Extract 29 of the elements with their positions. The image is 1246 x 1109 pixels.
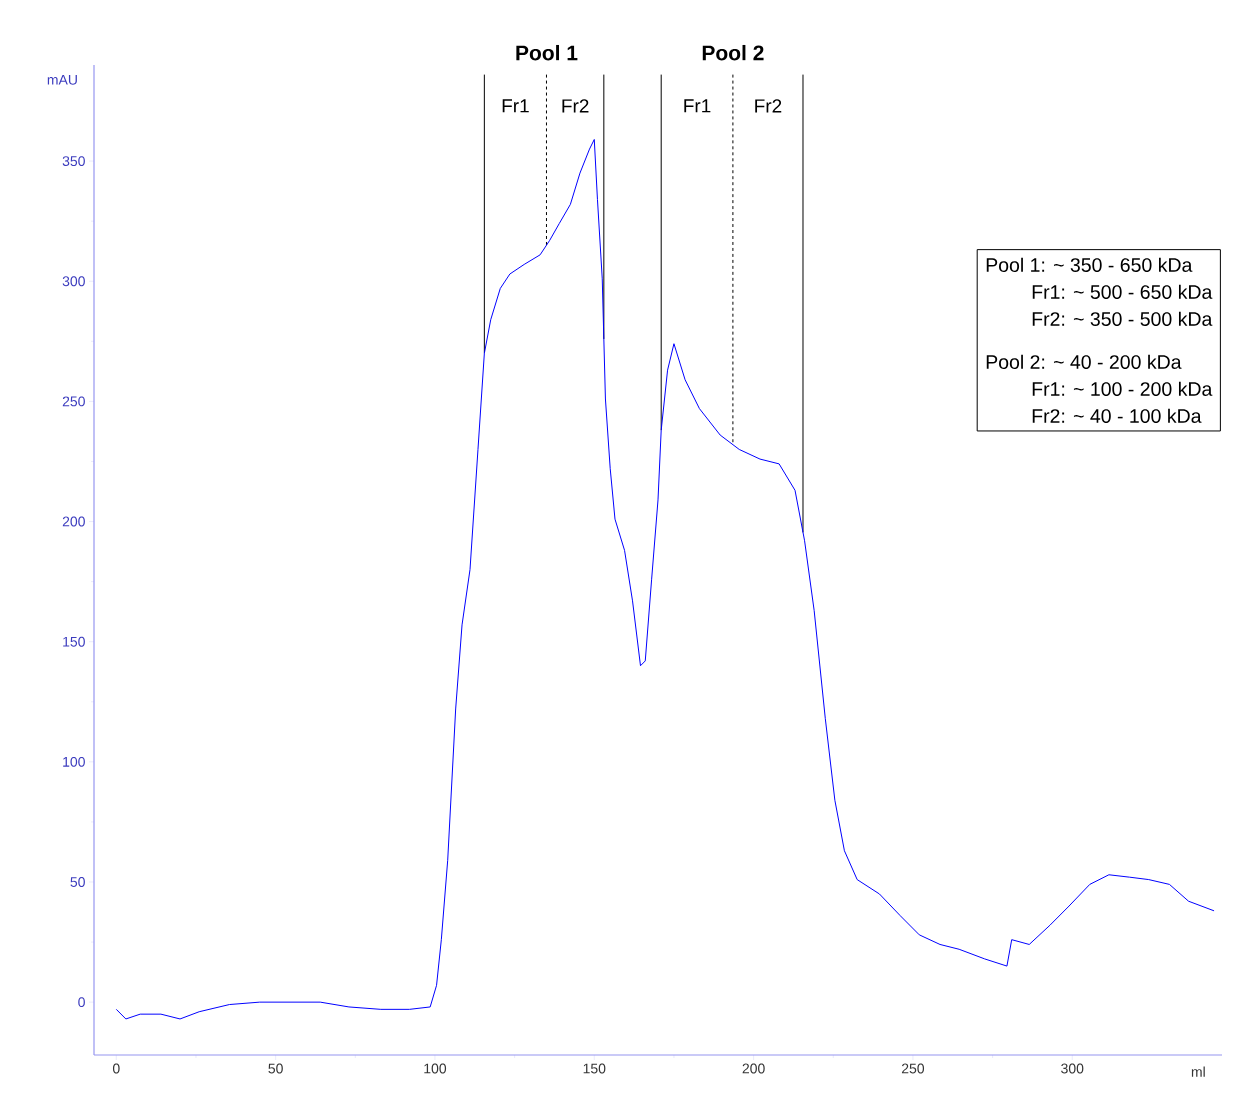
x-tick-label: 300 bbox=[1061, 1063, 1084, 1074]
annotation: Fr1: ~ 500 - 650 kDa bbox=[1032, 284, 1213, 299]
annotation: Fr1: ~ 100 - 200 kDa bbox=[1032, 381, 1213, 396]
y-tick-label: 200 bbox=[62, 516, 85, 527]
x-tick-label: 150 bbox=[583, 1063, 606, 1074]
y-tick-label: 50 bbox=[70, 877, 85, 887]
y-axis-title: mAU bbox=[47, 74, 77, 85]
annotation: Fr1 bbox=[502, 99, 529, 113]
annotation: Pool 1: ~ 350 - 650 kDa bbox=[986, 257, 1193, 272]
annotation: Fr2: ~ 40 - 100 kDa bbox=[1032, 408, 1202, 423]
x-tick-label: 250 bbox=[901, 1063, 925, 1074]
y-tick-label: 0 bbox=[78, 997, 85, 1008]
x-tick-label: 200 bbox=[742, 1063, 765, 1074]
annotation: Fr1 bbox=[684, 99, 711, 113]
y-tick-label: 300 bbox=[62, 276, 85, 287]
y-tick-label: 350 bbox=[62, 156, 85, 167]
annotation: Fr2 bbox=[562, 99, 589, 113]
y-tick-label: 100 bbox=[63, 756, 85, 767]
x-tick-label: 0 bbox=[112, 1063, 120, 1074]
annotation: Fr2 bbox=[755, 99, 782, 113]
annotation: Pool 2: ~ 40 - 200 kDa bbox=[986, 354, 1182, 369]
y-tick-label: 150 bbox=[63, 636, 85, 647]
y-tick-label: 250 bbox=[62, 396, 85, 407]
x-tick-label: 100 bbox=[424, 1063, 447, 1074]
annotation: Fr2: ~ 350 - 500 kDa bbox=[1032, 311, 1213, 326]
ref-line-label: Pool 1 bbox=[516, 44, 578, 61]
x-axis-title: ml bbox=[1191, 1066, 1205, 1077]
ref-line-label: Pool 2 bbox=[702, 44, 764, 61]
x-tick-label: 50 bbox=[268, 1063, 283, 1074]
